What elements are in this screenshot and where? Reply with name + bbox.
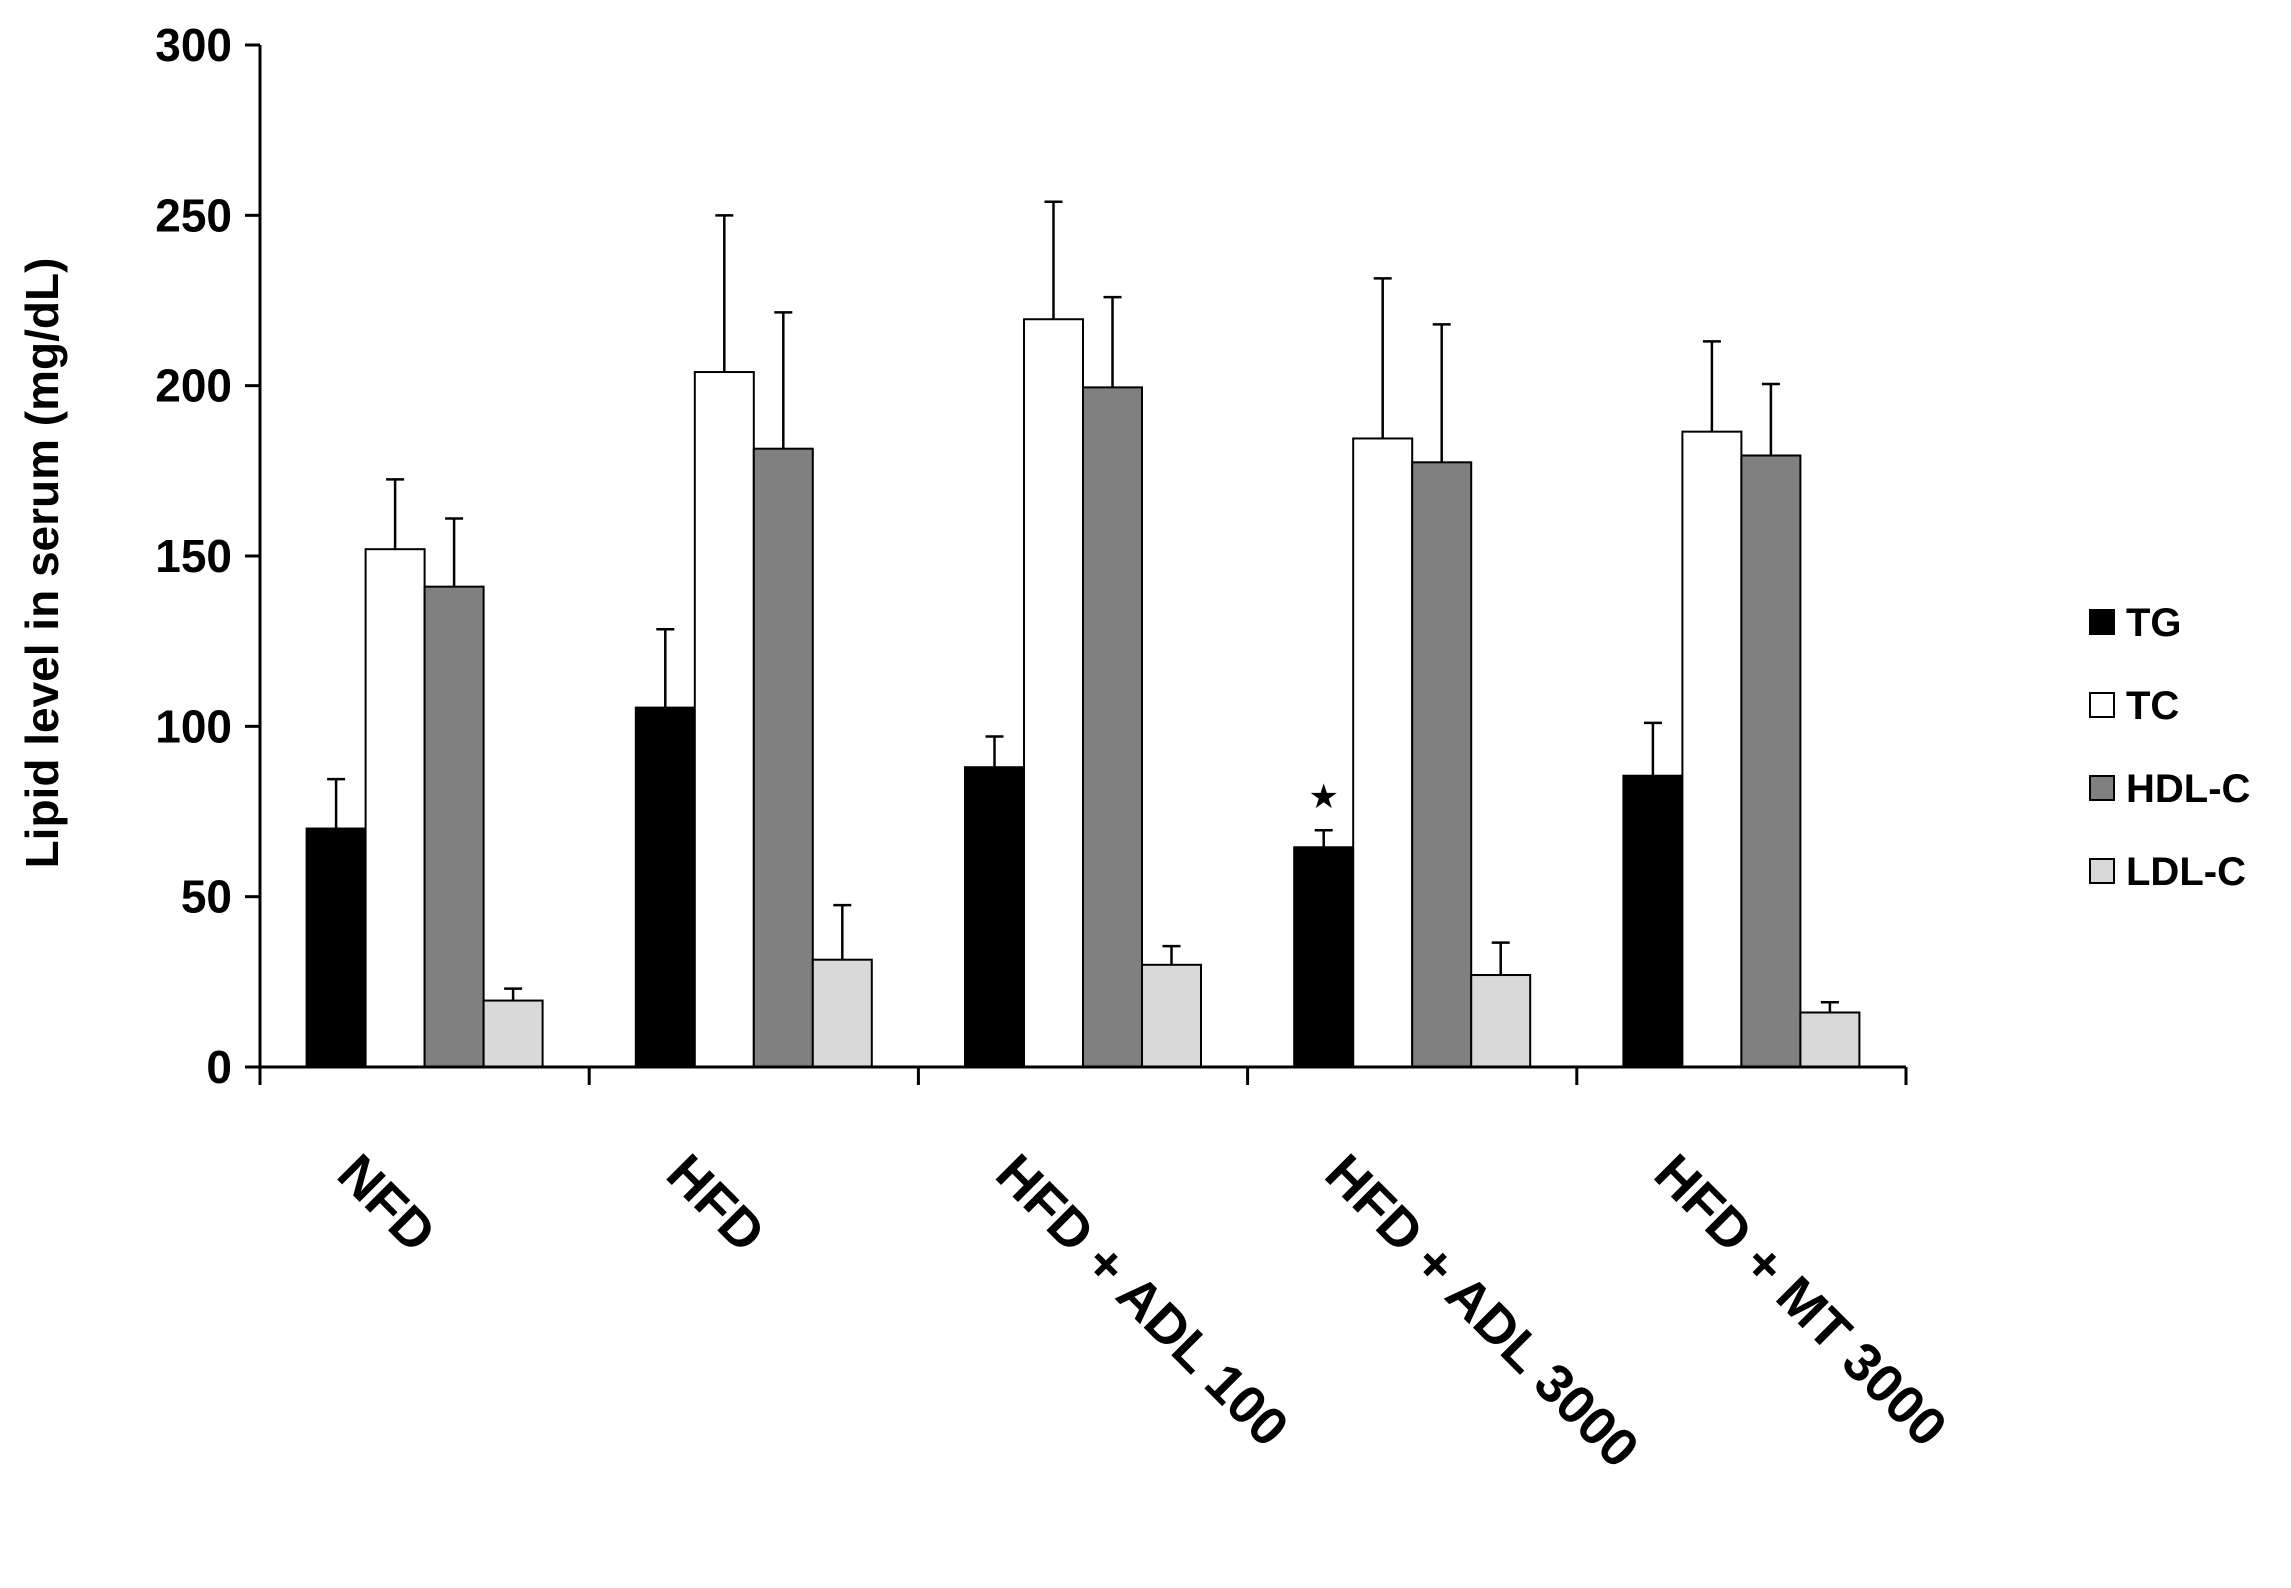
bar <box>364 548 426 1068</box>
bar <box>1411 461 1473 1069</box>
legend-swatch <box>2089 775 2115 801</box>
bar <box>1023 318 1084 1068</box>
legend-label: TG <box>2126 601 2182 645</box>
y-tick-label: 50 <box>181 871 232 923</box>
bar <box>752 447 814 1068</box>
y-tick-label: 300 <box>155 19 232 71</box>
y-tick-label: 0 <box>206 1041 232 1093</box>
bar <box>634 706 696 1068</box>
y-tick-label: 150 <box>155 530 232 582</box>
legend-swatch <box>2089 609 2115 635</box>
y-tick-label: 100 <box>155 700 232 752</box>
y-tick-label: 200 <box>155 360 232 412</box>
legend-label: LDL-C <box>2126 850 2246 894</box>
x-tick-label: HFD <box>655 1143 776 1264</box>
y-tick-label: 250 <box>155 189 232 241</box>
bar <box>1082 386 1143 1068</box>
bar <box>964 766 1025 1068</box>
bar <box>693 371 755 1069</box>
bar <box>1681 430 1743 1068</box>
bar <box>1799 1011 1861 1069</box>
legend: TG TC HDL-C LDL-C <box>2089 601 2250 894</box>
bar <box>1740 454 1802 1068</box>
x-tick-label: NFD <box>326 1143 447 1264</box>
x-tick-label: HFD + ADL 100 <box>985 1143 1300 1458</box>
bar <box>1293 846 1355 1069</box>
legend-label: HDL-C <box>2126 767 2250 811</box>
bar <box>1622 774 1684 1068</box>
significance-star: ★ <box>1308 778 1338 816</box>
y-axis-title: Lipid level in serum (mg/dL) <box>16 258 68 869</box>
bar <box>811 958 873 1068</box>
bar <box>305 827 367 1068</box>
bar <box>423 585 485 1068</box>
x-tick-label: HFD + MT 3000 <box>1643 1143 1958 1458</box>
legend-swatch <box>2089 692 2115 718</box>
x-tick-label: HFD + ADL 3000 <box>1314 1143 1650 1479</box>
legend-swatch <box>2089 858 2115 884</box>
legend-label: TC <box>2126 684 2179 728</box>
bar <box>1141 963 1202 1068</box>
bar <box>1352 437 1414 1069</box>
bar <box>482 999 544 1069</box>
bar <box>1470 974 1532 1069</box>
